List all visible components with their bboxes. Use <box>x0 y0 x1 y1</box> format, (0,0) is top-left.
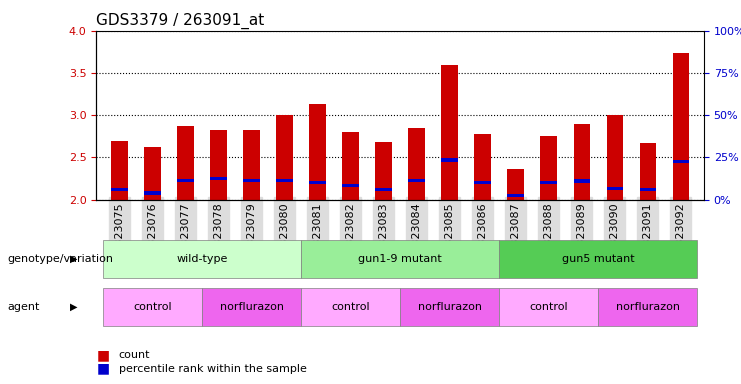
Bar <box>574 124 590 200</box>
Bar <box>276 115 293 200</box>
Bar <box>276 179 293 182</box>
Text: control: control <box>529 302 568 312</box>
Bar <box>408 128 425 200</box>
Bar <box>607 187 623 190</box>
Bar <box>309 104 326 200</box>
Bar <box>177 126 193 200</box>
Bar <box>376 188 392 191</box>
Bar <box>442 65 458 200</box>
Bar <box>639 188 656 191</box>
Bar <box>144 191 161 195</box>
Text: wild-type: wild-type <box>176 254 227 264</box>
Text: norflurazon: norflurazon <box>219 302 284 312</box>
Bar <box>243 179 260 182</box>
Text: count: count <box>119 350 150 360</box>
Bar <box>540 181 557 184</box>
Bar <box>210 177 227 180</box>
Text: control: control <box>133 302 172 312</box>
Bar <box>177 179 193 182</box>
Bar <box>342 132 359 200</box>
Bar <box>607 115 623 200</box>
Bar <box>508 194 524 197</box>
Bar <box>111 188 127 191</box>
Bar <box>408 179 425 182</box>
Text: GDS3379 / 263091_at: GDS3379 / 263091_at <box>96 13 265 29</box>
Bar <box>540 136 557 200</box>
Bar <box>639 143 656 200</box>
Bar <box>673 160 689 163</box>
Text: norflurazon: norflurazon <box>616 302 679 312</box>
Bar <box>474 181 491 184</box>
Bar <box>342 184 359 187</box>
Text: norflurazon: norflurazon <box>418 302 482 312</box>
Bar <box>309 181 326 184</box>
Bar <box>376 142 392 200</box>
Text: gun1-9 mutant: gun1-9 mutant <box>358 254 442 264</box>
Text: gun5 mutant: gun5 mutant <box>562 254 634 264</box>
Text: ▶: ▶ <box>70 302 78 312</box>
Bar <box>574 179 590 183</box>
Bar <box>474 134 491 200</box>
Text: ▶: ▶ <box>70 254 78 264</box>
Bar <box>111 141 127 200</box>
Text: ■: ■ <box>96 362 110 376</box>
Bar <box>508 169 524 200</box>
Bar <box>243 129 260 200</box>
Bar <box>442 158 458 162</box>
Text: genotype/variation: genotype/variation <box>7 254 113 264</box>
Text: ■: ■ <box>96 348 110 362</box>
Bar <box>673 53 689 200</box>
Text: agent: agent <box>7 302 40 312</box>
Text: percentile rank within the sample: percentile rank within the sample <box>119 364 307 374</box>
Text: control: control <box>331 302 370 312</box>
Bar <box>144 147 161 200</box>
Bar <box>210 129 227 200</box>
